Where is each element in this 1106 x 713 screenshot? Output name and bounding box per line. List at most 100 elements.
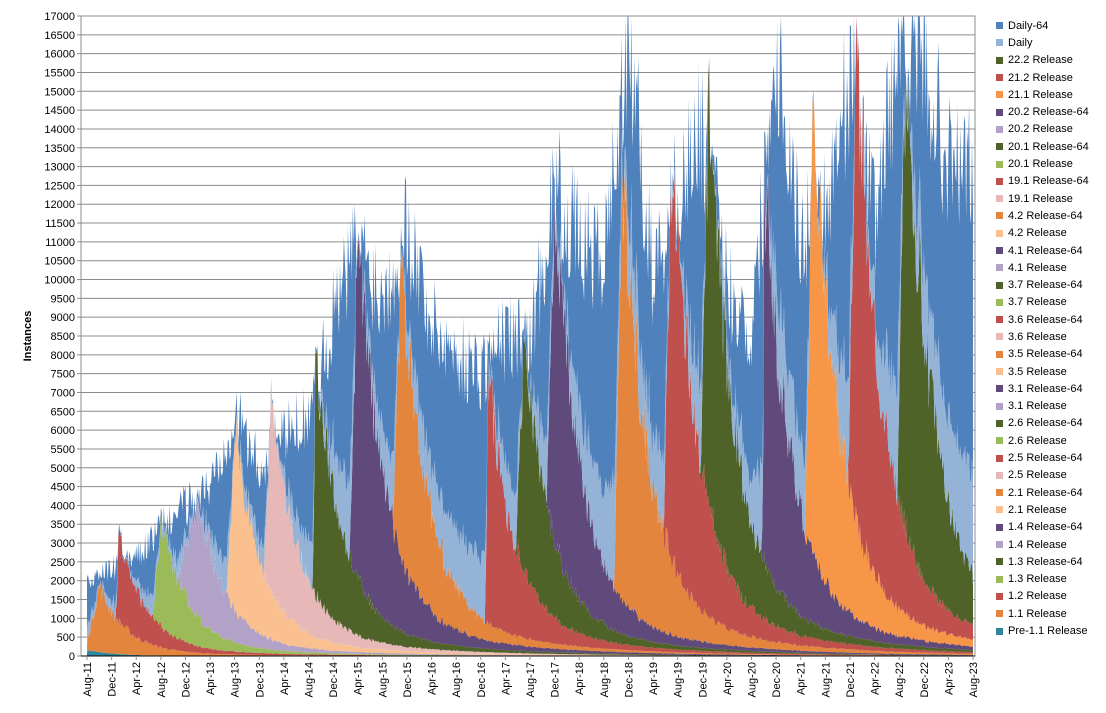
legend-label: 3.1 Release: [1008, 400, 1067, 413]
y-tick-label: 1500: [51, 595, 75, 607]
y-tick-label: 16500: [44, 30, 75, 42]
legend-label: 1.1 Release: [1008, 607, 1067, 620]
legend-swatch: [996, 160, 1003, 168]
y-tick-label: 17000: [44, 11, 75, 23]
area-2-5-release: [87, 380, 973, 656]
area-3-7-release-64: [87, 237, 973, 656]
y-tick-label: 6000: [51, 425, 75, 437]
x-tick-label: Dec-11: [107, 662, 119, 697]
x-tick-label: Dec-21: [845, 662, 857, 697]
legend-label: 3.6 Release-64: [1008, 313, 1083, 326]
x-tick-label: Aug-23: [968, 662, 980, 697]
legend-label: 1.3 Release: [1008, 573, 1067, 586]
y-tick-label: 12500: [44, 180, 75, 192]
y-tick-label: 4000: [51, 500, 75, 512]
legend-item: 1.4 Release-64: [996, 519, 1104, 536]
x-tick-label: Aug-20: [747, 662, 759, 697]
legend-label: 1.3 Release-64: [1008, 555, 1083, 568]
y-tick-label: 1000: [51, 613, 75, 625]
x-tick-label: Apr-12: [131, 662, 143, 695]
x-tick-label: Apr-21: [796, 662, 808, 695]
legend-swatch: [996, 541, 1003, 549]
x-tick-label: Apr-22: [870, 662, 882, 695]
area-21-1-release: [87, 60, 973, 647]
legend-item: 20.2 Release: [996, 121, 1104, 138]
legend-item: Daily: [996, 34, 1104, 51]
legend-label: 4.1 Release: [1008, 261, 1067, 274]
y-tick-label: 14000: [44, 124, 75, 136]
legend-swatch: [996, 91, 1003, 99]
x-tick-label: Dec-14: [328, 662, 340, 697]
y-tick-label: 6500: [51, 406, 75, 418]
legend-item: 2.1 Release-64: [996, 484, 1104, 501]
legend-swatch: [996, 298, 1003, 306]
legend-label: 2.6 Release-64: [1008, 417, 1083, 430]
legend-swatch: [996, 229, 1003, 237]
legend-label: 2.6 Release: [1008, 434, 1067, 447]
legend-item: 4.2 Release: [996, 225, 1104, 242]
legend-swatch: [996, 39, 1003, 47]
x-tick-label: Apr-15: [353, 662, 365, 695]
y-tick-label: 2500: [51, 557, 75, 569]
legend-item: 1.2 Release: [996, 588, 1104, 605]
legend-swatch: [996, 506, 1003, 514]
legend-label: 20.2 Release-64: [1008, 106, 1089, 119]
x-tick-label: Dec-20: [771, 662, 783, 697]
x-tick-label: Aug-16: [451, 662, 463, 697]
legend-label: 4.2 Release-64: [1008, 209, 1083, 222]
legend-item: 2.5 Release: [996, 467, 1104, 484]
x-tick-label: Aug-12: [156, 662, 168, 697]
x-tick-label: Dec-17: [550, 662, 562, 697]
legend-label: 3.7 Release: [1008, 296, 1067, 309]
legend-item: 3.1 Release: [996, 398, 1104, 415]
legend-swatch: [996, 333, 1003, 341]
legend-swatch: [996, 195, 1003, 203]
y-tick-label: 8000: [51, 350, 75, 362]
legend-item: Pre-1.1 Release: [996, 622, 1104, 639]
legend-swatch: [996, 281, 1003, 289]
legend-label: 22.2 Release: [1008, 54, 1073, 67]
legend-item: 20.1 Release: [996, 155, 1104, 172]
legend-swatch: [996, 212, 1003, 220]
x-tick-label: Apr-13: [205, 662, 217, 695]
legend-swatch: [996, 56, 1003, 64]
legend-label: Pre-1.1 Release: [1008, 625, 1088, 638]
y-tick-label: 13000: [44, 162, 75, 174]
y-tick-label: 500: [57, 632, 75, 644]
legend-label: 21.2 Release: [1008, 71, 1073, 84]
legend-item: 20.2 Release-64: [996, 103, 1104, 120]
legend-label: 2.1 Release: [1008, 503, 1067, 516]
legend-label: 1.4 Release: [1008, 538, 1067, 551]
legend-label: 2.5 Release-64: [1008, 452, 1083, 465]
x-tick-label: Aug-15: [377, 662, 389, 697]
legend-item: 4.1 Release: [996, 259, 1104, 276]
legend-label: 19.1 Release: [1008, 192, 1073, 205]
area-1-2-release: [87, 527, 973, 656]
legend-item: 21.2 Release: [996, 69, 1104, 86]
x-tick-label: Aug-21: [820, 662, 832, 697]
legend-label: 2.1 Release-64: [1008, 486, 1083, 499]
legend-item: Daily-64: [996, 17, 1104, 34]
area-daily-64: [87, 16, 973, 629]
legend-item: 3.7 Release: [996, 294, 1104, 311]
y-tick-label: 2000: [51, 576, 75, 588]
x-tick-label: Dec-16: [476, 662, 488, 697]
x-tick-label: Aug-13: [230, 662, 242, 697]
legend-swatch: [996, 74, 1003, 82]
legend-swatch: [996, 368, 1003, 376]
x-tick-label: Dec-13: [254, 662, 266, 697]
y-tick-label: 7000: [51, 387, 75, 399]
x-tick-label: Aug-14: [304, 662, 316, 697]
legend-swatch: [996, 627, 1003, 635]
legend-swatch: [996, 247, 1003, 254]
legend-item: 19.1 Release-64: [996, 173, 1104, 190]
legend-swatch: [996, 22, 1003, 30]
legend-item: 21.1 Release: [996, 86, 1104, 103]
legend-label: 3.6 Release: [1008, 330, 1067, 343]
legend-swatch: [996, 592, 1003, 600]
legend-swatch: [996, 489, 1003, 497]
y-tick-label: 11000: [45, 237, 75, 249]
legend-swatch: [996, 575, 1003, 583]
x-tick-label: Dec-22: [919, 662, 931, 697]
y-tick-label: 11500: [45, 218, 75, 230]
